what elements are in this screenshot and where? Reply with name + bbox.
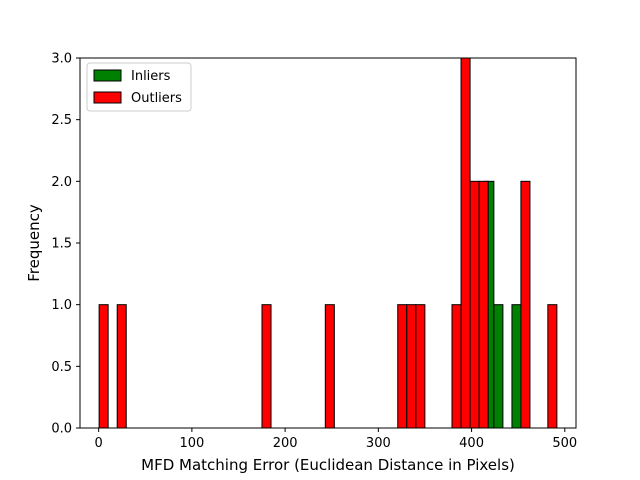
x-axis-ticks: 0 100 200 300 400 500 — [95, 428, 577, 451]
x-tick-label: 400 — [459, 436, 484, 451]
y-tick-label: 1.5 — [51, 237, 72, 252]
bar-inliers-2 — [493, 304, 504, 429]
bars-layer — [98, 57, 558, 429]
x-tick-label: 500 — [552, 436, 577, 451]
bar-outliers-9 — [469, 180, 480, 429]
y-tick-label: 0.5 — [51, 360, 72, 375]
legend-swatch-inliers — [93, 69, 122, 82]
y-axis-label: Frequency — [25, 204, 43, 282]
bar-outliers-7 — [451, 304, 462, 429]
bar-outliers-1 — [116, 304, 127, 429]
bar-outliers-12 — [547, 304, 558, 429]
bar-outliers-8 — [460, 57, 471, 429]
bar-outliers-6 — [415, 304, 426, 429]
bar-outliers-4 — [397, 304, 408, 429]
x-tick-label: 0 — [95, 436, 103, 451]
y-tick-label: 2.5 — [51, 113, 72, 128]
y-axis-ticks: 0.0 0.5 1.0 1.5 2.0 2.5 3.0 — [51, 52, 80, 437]
y-tick-label: 1.0 — [51, 298, 72, 313]
bar-outliers-2 — [261, 304, 272, 429]
legend: Inliers Outliers — [86, 62, 192, 112]
x-tick-label: 100 — [179, 436, 204, 451]
bar-outliers-11 — [520, 180, 531, 429]
bar-outliers-10 — [478, 180, 489, 429]
y-tick-label: 0.0 — [51, 422, 72, 437]
x-axis-label: MFD Matching Error (Euclidean Distance i… — [141, 456, 515, 474]
x-tick-label: 200 — [273, 436, 298, 451]
bar-outliers-5 — [406, 304, 417, 429]
bar-inliers-3 — [511, 304, 522, 429]
x-tick-label: 300 — [366, 436, 391, 451]
legend-label-outliers: Outliers — [131, 91, 182, 106]
legend-label-inliers: Inliers — [131, 69, 171, 84]
bar-outliers-3 — [324, 304, 335, 429]
y-tick-label: 2.0 — [51, 175, 72, 190]
bar-outliers-0 — [98, 304, 109, 429]
legend-swatch-outliers — [93, 91, 122, 104]
y-tick-label: 3.0 — [51, 52, 72, 67]
